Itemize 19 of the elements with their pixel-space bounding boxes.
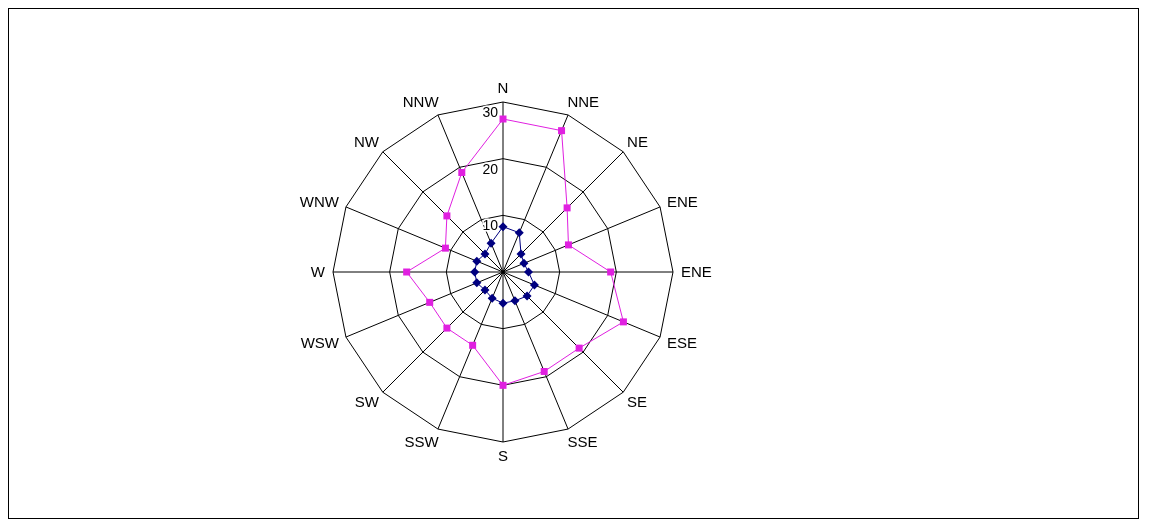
spoke-label: W: [310, 263, 326, 281]
spoke-label: NW: [353, 133, 380, 151]
spoke-label: ENE: [681, 263, 712, 281]
spoke-label: ENE: [666, 192, 698, 210]
spoke-label: SW: [354, 393, 380, 411]
spoke-label: SSE: [567, 433, 598, 451]
spoke-label: SE: [627, 393, 648, 411]
spoke-label: ESE: [666, 333, 698, 351]
y-tick-label: 30: [482, 103, 499, 120]
y-tick-label: 10: [482, 217, 499, 234]
spoke-label: S: [497, 447, 509, 465]
spoke-label: NNE: [567, 93, 600, 111]
spoke-label: NE: [627, 133, 648, 151]
y-tick-label: 20: [482, 160, 499, 177]
spoke-label: WSW: [300, 333, 340, 351]
spoke-label: WNW: [299, 192, 340, 210]
spoke-label: N: [497, 79, 509, 97]
spoke-label: SSW: [404, 433, 440, 451]
spoke-label: NNW: [402, 93, 440, 111]
